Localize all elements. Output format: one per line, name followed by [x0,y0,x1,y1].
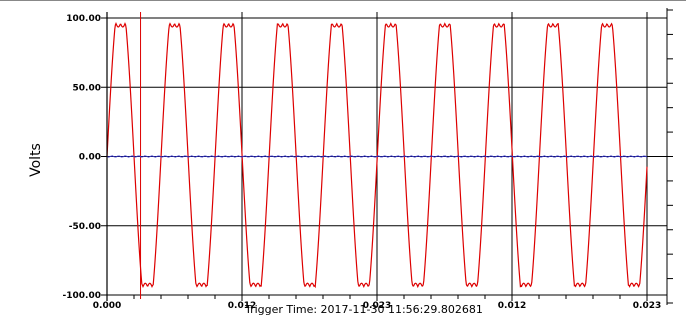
right-axis-ticks [667,9,673,304]
plot-frame [0,0,686,305]
y-tick-label: -50.00 [69,222,101,232]
x-tick-label: 0.000 [93,301,121,311]
x-tick-label: 0.023 [633,301,661,311]
y-tick-label: 50.00 [73,83,101,93]
y-tick-label: -100.00 [63,291,101,301]
red-voltage-trace [106,22,648,289]
x-tick-label: 0.012 [498,301,526,311]
x-tick-labels: 0.000 0.012 0.023 0.012 0.023 [93,301,661,311]
x-tick-label: 0.023 [363,301,391,311]
y-tick-label: 0.00 [79,153,101,163]
y-tick-labels: 100.00 50.00 0.00 -50.00 -100.00 [63,14,101,301]
y-tick-label: 100.00 [66,14,101,24]
series-traces [106,22,648,289]
trigger-time-label: Trigger Time: 2017-11-30 11:56:29.802681 [244,303,483,316]
x-tick-label: 0.012 [228,301,256,311]
y-axis-title: Volts [28,143,44,177]
blue-zero-trace [106,155,648,158]
